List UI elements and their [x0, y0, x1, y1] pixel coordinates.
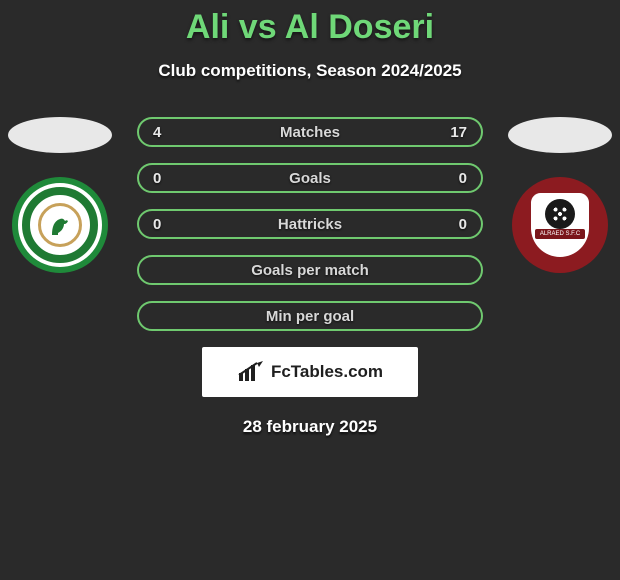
stat-row-min-per-goal: Min per goal	[137, 301, 483, 331]
stat-rows: 4 Matches 17 0 Goals 0 0 Hattricks 0 Goa…	[137, 117, 483, 331]
comparison-content: ALRAED S.F.C 4 Matches 17 0 Goals 0 0 Ha…	[0, 117, 620, 437]
stat-label: Matches	[173, 124, 447, 141]
stat-row-goals-per-match: Goals per match	[137, 255, 483, 285]
stat-label: Goals per match	[173, 262, 447, 279]
site-branding[interactable]: FcTables.com	[202, 347, 418, 397]
stat-label: Goals	[173, 170, 447, 187]
stat-right-value: 0	[447, 216, 467, 233]
stat-right-value: 17	[447, 124, 467, 141]
player-left-column	[0, 117, 120, 273]
club-badge-left	[12, 177, 108, 273]
stat-label: Min per goal	[173, 308, 447, 325]
player-right-column: ALRAED S.F.C	[500, 117, 620, 273]
bar-chart-icon	[237, 361, 265, 383]
horse-icon	[48, 215, 72, 237]
competition-subtitle: Club competitions, Season 2024/2025	[0, 61, 620, 81]
stat-label: Hattricks	[173, 216, 447, 233]
snapshot-date: 28 february 2025	[0, 417, 620, 437]
stat-left-value: 0	[153, 170, 173, 187]
stat-row-matches: 4 Matches 17	[137, 117, 483, 147]
stat-row-hattricks: 0 Hattricks 0	[137, 209, 483, 239]
player-silhouette-icon	[508, 117, 612, 153]
site-name: FcTables.com	[271, 362, 383, 382]
football-icon	[545, 199, 575, 229]
club-banner-text: ALRAED S.F.C	[535, 229, 585, 239]
stat-row-goals: 0 Goals 0	[137, 163, 483, 193]
club-badge-right: ALRAED S.F.C	[512, 177, 608, 273]
player-silhouette-icon	[8, 117, 112, 153]
comparison-title: Ali vs Al Doseri	[0, 0, 620, 47]
stat-left-value: 4	[153, 124, 173, 141]
stat-right-value: 0	[447, 170, 467, 187]
stat-left-value: 0	[153, 216, 173, 233]
